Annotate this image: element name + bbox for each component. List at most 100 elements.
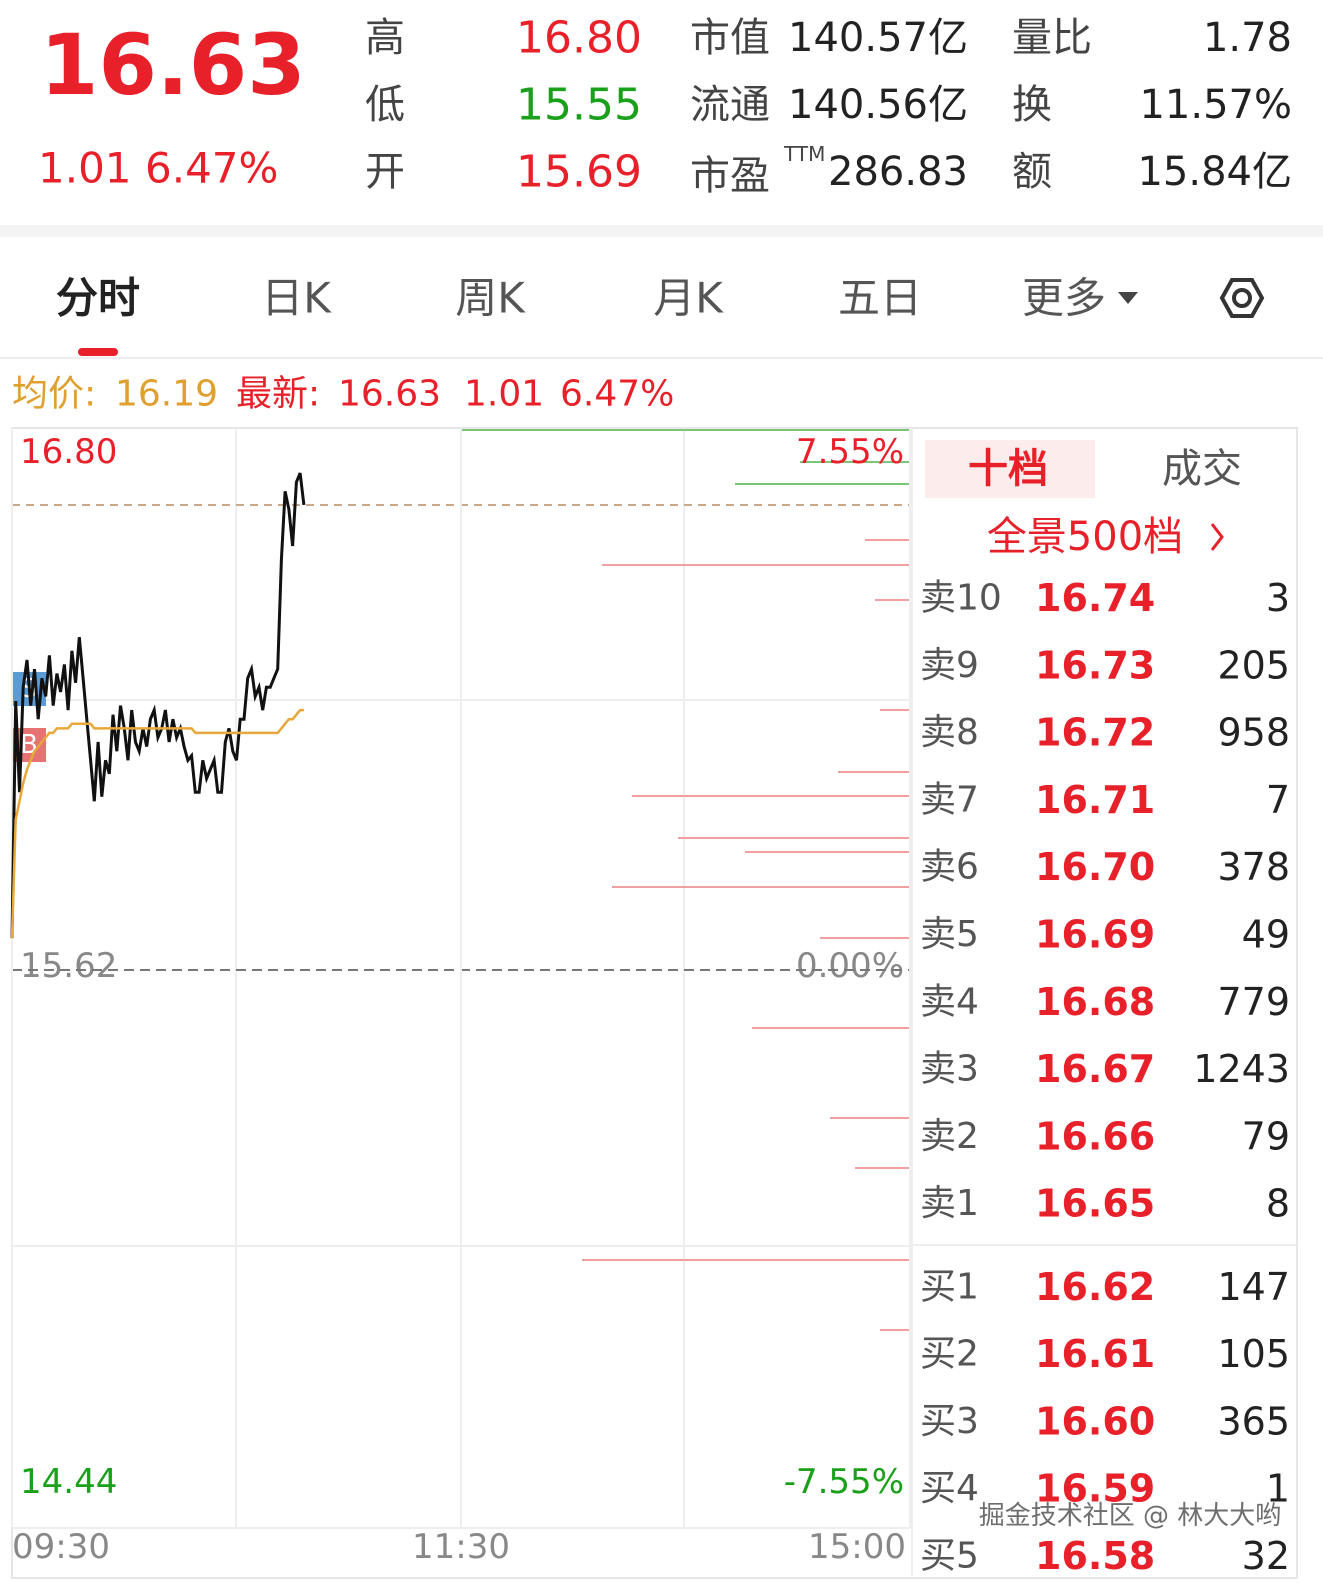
series-line — [10, 708, 304, 939]
book-volume: 105 — [1217, 1332, 1290, 1376]
book-price: 16.72 — [1035, 711, 1155, 755]
tab[interactable]: 五日 — [838, 274, 922, 323]
book-price: 16.60 — [1035, 1399, 1155, 1443]
book-label: 买5 — [920, 1535, 979, 1576]
book-label: 卖10 — [920, 578, 1002, 619]
book-volume: 79 — [1242, 1114, 1290, 1158]
book-volume: 205 — [1217, 643, 1290, 687]
book-price: 16.59 — [1035, 1467, 1155, 1511]
stat-label: 市盈 — [690, 153, 770, 199]
book-volume: 32 — [1242, 1534, 1290, 1578]
book-volume: 49 — [1242, 913, 1290, 957]
y-tick-label: 16.80 — [20, 432, 117, 472]
stat-value: 1.78 — [1203, 15, 1292, 61]
x-tick-label: 11:30 — [412, 1527, 510, 1567]
stat-value: 286.83 — [828, 149, 968, 195]
watermark: 掘金技术社区 @ 林大大哟 — [979, 1501, 1282, 1531]
book-price: 16.73 — [1035, 643, 1155, 687]
depth-bars — [460, 429, 910, 1331]
link-arrow — [1210, 523, 1224, 551]
last-price: 16.63 — [40, 16, 306, 114]
stat-value: 140.57亿 — [788, 15, 968, 61]
book-price: 16.66 — [1035, 1114, 1155, 1158]
tab-indicator — [78, 348, 118, 356]
book-label: 卖9 — [920, 645, 979, 686]
book-label: 卖4 — [920, 981, 979, 1022]
book-price: 16.58 — [1035, 1534, 1155, 1578]
y2-tick-label: 7.55% — [796, 432, 904, 472]
book-label: 买1 — [920, 1267, 979, 1308]
book-price: 16.68 — [1035, 980, 1155, 1024]
change: 1.01 — [38, 144, 132, 193]
tab[interactable]: 更多 — [1022, 274, 1106, 323]
book-label: 卖2 — [920, 1116, 979, 1157]
book-volume: 779 — [1217, 980, 1290, 1024]
book-price: 16.71 — [1035, 778, 1155, 822]
book-label: 买4 — [920, 1468, 979, 1509]
stat-label: 换 — [1012, 82, 1052, 128]
book-volume: 3 — [1266, 576, 1290, 620]
stat-value: 140.56亿 — [788, 82, 968, 128]
book-volume: 147 — [1217, 1265, 1290, 1309]
book-label: 买2 — [920, 1334, 979, 1375]
book-price: 16.70 — [1035, 845, 1155, 889]
separator — [0, 225, 1323, 237]
tab[interactable]: 分时 — [56, 274, 140, 323]
stat-label: 低 — [365, 82, 405, 128]
tab[interactable]: 周K — [455, 274, 526, 323]
stat-label: 开 — [365, 149, 405, 195]
stat-label: 市值 — [690, 15, 770, 61]
tab[interactable]: 日K — [261, 274, 332, 323]
book-price: 16.69 — [1035, 913, 1155, 957]
grid — [12, 428, 913, 1578]
book-volume: 8 — [1266, 1182, 1290, 1226]
change-pct: 6.47% — [145, 144, 278, 193]
y-tick-label: 15.62 — [20, 946, 117, 986]
book-volume: 958 — [1217, 711, 1290, 755]
series-line — [10, 472, 306, 939]
book-label: 卖1 — [920, 1183, 979, 1224]
book-volume: 7 — [1266, 778, 1290, 822]
book-price: 16.67 — [1035, 1047, 1155, 1091]
book-volume: 378 — [1217, 845, 1290, 889]
book-label: 卖6 — [920, 847, 979, 888]
tab-bg — [925, 440, 1095, 498]
book-tab: 十档 — [968, 446, 1048, 492]
book-label: 卖5 — [920, 914, 979, 955]
book-label: 卖8 — [920, 712, 979, 753]
change-pct: 6.47% — [560, 374, 674, 415]
stat-value: 16.80 — [516, 13, 642, 64]
stat-label: 高 — [365, 15, 405, 61]
book-volume: 365 — [1217, 1399, 1290, 1443]
stat-sup: TTM — [783, 142, 825, 166]
book-tab: 成交 — [1162, 446, 1242, 492]
book-price: 16.74 — [1035, 576, 1155, 620]
stat-value: 11.57% — [1139, 82, 1292, 128]
stat-value: 15.69 — [516, 147, 642, 198]
book-label: 买3 — [920, 1401, 979, 1442]
book-volume: 1243 — [1193, 1047, 1290, 1091]
x-tick-label: 09:30 — [12, 1527, 110, 1567]
last-label: 最新: — [236, 374, 320, 415]
book-label: 卖7 — [920, 779, 979, 820]
book-label: 卖3 — [920, 1049, 979, 1090]
last-value: 16.63 — [338, 374, 441, 415]
depth-link: 全景500档 — [987, 514, 1183, 560]
book-price: 16.65 — [1035, 1182, 1155, 1226]
avg-label: 均价: — [12, 374, 96, 415]
y2-tick-label: -7.55% — [784, 1462, 904, 1502]
book-price: 16.61 — [1035, 1332, 1155, 1376]
stat-value: 15.84亿 — [1137, 149, 1292, 195]
tab[interactable]: 月K — [653, 274, 724, 323]
avg-value: 16.19 — [115, 374, 218, 415]
settings-icon[interactable] — [1219, 278, 1265, 318]
x-tick-label: 15:00 — [808, 1527, 906, 1567]
dropdown-arrow — [1118, 292, 1138, 304]
stat-label: 流通 — [690, 82, 770, 128]
book-price: 16.62 — [1035, 1265, 1155, 1309]
stat-label: 量比 — [1012, 15, 1092, 61]
stat-value: 15.55 — [516, 80, 642, 131]
change: 1.01 — [464, 374, 544, 415]
